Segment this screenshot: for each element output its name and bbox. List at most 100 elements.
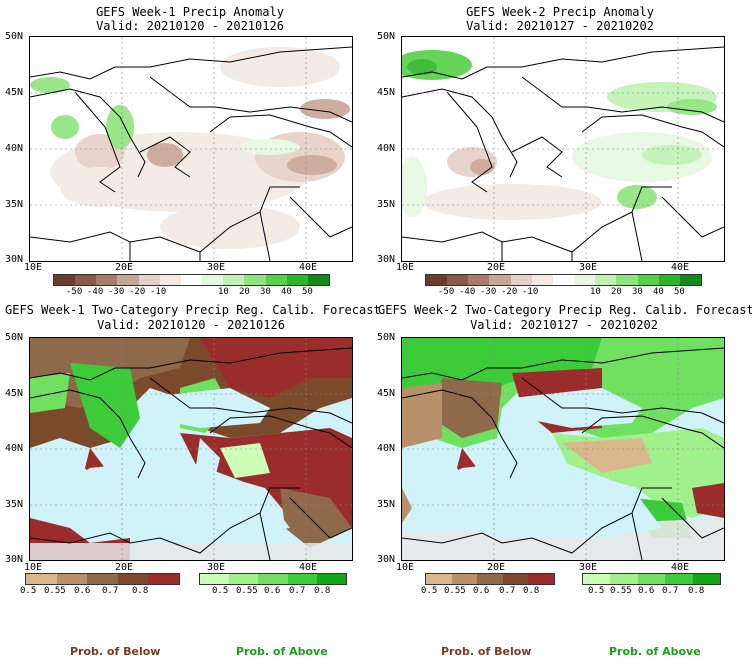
- colorbar-swatch: [180, 275, 203, 285]
- panel4-title: GEFS Week-2 Two-Category Precip Reg. Cal…: [378, 303, 752, 317]
- colorbar-label: -50: [66, 287, 83, 297]
- lat-label: 30N: [377, 554, 396, 565]
- grid-lines: [402, 37, 724, 261]
- colorbar-swatch: [665, 574, 693, 584]
- grid-lines: [402, 338, 724, 560]
- lat-label: 45N: [5, 87, 24, 98]
- colorbar-label: 0.8: [688, 586, 705, 596]
- colorbar-label: 0.7: [662, 586, 679, 596]
- lat-label: 30N: [5, 254, 24, 265]
- colorbar-label: -30: [480, 287, 497, 297]
- lat-label: 35N: [377, 199, 396, 210]
- colorbar-swatch: [56, 574, 88, 584]
- panel2-valid: Valid: 20210127 - 20210202: [466, 19, 654, 33]
- lat-label: 40N: [377, 443, 396, 454]
- lat-label: 45N: [377, 87, 396, 98]
- colorbar-label: 0.5: [20, 586, 37, 596]
- lon-label: 10E: [396, 562, 415, 573]
- colorbar-label: -20: [129, 287, 146, 297]
- colorbar-label: 0.6: [74, 586, 91, 596]
- grid-lines: [30, 37, 352, 261]
- colorbar-label: 50: [674, 287, 685, 297]
- lon-label: 10E: [396, 262, 415, 273]
- lat-label: 50N: [5, 332, 24, 343]
- country-borders: [30, 46, 352, 261]
- country-borders: [402, 347, 724, 560]
- prob-map-week2-graphic: [402, 338, 724, 560]
- colorbar-swatch: [148, 574, 179, 584]
- above-colorbar-week1: [199, 573, 347, 585]
- colorbar-swatch: [451, 574, 478, 584]
- panel2-title: GEFS Week-2 Precip Anomaly: [466, 5, 654, 19]
- lon-label: 30E: [579, 262, 598, 273]
- colorbar-label: 0.6: [638, 586, 655, 596]
- lat-label: 50N: [5, 31, 24, 42]
- anomaly-colorbar-week2: [425, 274, 702, 286]
- anomaly-shading: [402, 50, 717, 220]
- panel4-valid: Valid: 20210127 - 20210202: [470, 318, 658, 332]
- colorbar-swatch: [531, 275, 553, 285]
- colorbar-swatch: [426, 574, 452, 584]
- colorbar-label: -40: [459, 287, 476, 297]
- lon-label: 10E: [24, 262, 43, 273]
- anomaly-map-week2-graphic: [402, 37, 724, 261]
- colorbar-swatch: [244, 275, 266, 285]
- colorbar-swatch: [159, 275, 181, 285]
- panel3-valid: Valid: 20210120 - 20210126: [97, 318, 285, 332]
- lat-label: 35N: [5, 199, 24, 210]
- colorbar-swatch: [117, 275, 139, 285]
- colorbar-label: 0.5: [421, 586, 438, 596]
- lon-label: 30E: [579, 562, 598, 573]
- colorbar-swatch: [229, 574, 259, 584]
- lon-label: 40E: [671, 262, 690, 273]
- colorbar-label: 0.5: [212, 586, 229, 596]
- lat-label: 40N: [5, 143, 24, 154]
- colorbar-swatch: [692, 574, 721, 584]
- colorbar-swatch: [117, 574, 149, 584]
- colorbar-swatch: [287, 574, 317, 584]
- lat-label: 30N: [377, 254, 396, 265]
- colorbar-label: -30: [108, 287, 125, 297]
- prob-map-week1: [29, 337, 353, 561]
- colorbar-swatch: [679, 275, 702, 285]
- colorbar-label: -50: [438, 287, 455, 297]
- below-colorbar-week1: [25, 573, 180, 585]
- lat-label: 35N: [377, 499, 396, 510]
- colorbar-swatch: [502, 574, 529, 584]
- anomaly-shading: [30, 47, 350, 249]
- colorbar-label: 0.7: [102, 586, 119, 596]
- panel3-title: GEFS Week-1 Two-Category Precip Reg. Cal…: [5, 303, 381, 317]
- colorbar-label: 0.6: [473, 586, 490, 596]
- prob-below-label: Prob. of Below: [70, 645, 161, 658]
- panel1-valid: Valid: 20210120 - 20210126: [96, 19, 284, 33]
- colorbar-swatch: [26, 574, 57, 584]
- prob-map-week2: [401, 337, 725, 561]
- panel1-title: GEFS Week-1 Precip Anomaly: [96, 5, 284, 19]
- lat-label: 50N: [377, 332, 396, 343]
- colorbar-swatch: [54, 275, 76, 285]
- prob-above-label: Prob. of Above: [609, 645, 701, 658]
- colorbar-swatch: [202, 275, 224, 285]
- colorbar-label: 20: [611, 287, 622, 297]
- lon-label: 40E: [671, 562, 690, 573]
- colorbar-label: -10: [150, 287, 167, 297]
- lat-label: 40N: [377, 143, 396, 154]
- colorbar-swatch: [637, 574, 666, 584]
- prob-below-label: Prob. of Below: [441, 645, 532, 658]
- colorbar-label: 40: [281, 287, 292, 297]
- anomaly-colorbar-week1: [53, 274, 330, 286]
- colorbar-swatch: [528, 574, 554, 584]
- colorbar-swatch: [96, 275, 118, 285]
- colorbar-swatch: [574, 275, 596, 285]
- lat-label: 50N: [377, 31, 396, 42]
- lat-label: 45N: [377, 388, 396, 399]
- colorbar-label: -20: [501, 287, 518, 297]
- colorbar-swatch: [610, 574, 638, 584]
- colorbar-label: 0.8: [523, 586, 540, 596]
- colorbar-swatch: [637, 275, 659, 285]
- colorbar-label: 0.8: [314, 586, 331, 596]
- colorbar-label: 0.55: [444, 586, 466, 596]
- colorbar-swatch: [658, 275, 680, 285]
- colorbar-label: 50: [302, 287, 313, 297]
- country-borders: [30, 347, 352, 560]
